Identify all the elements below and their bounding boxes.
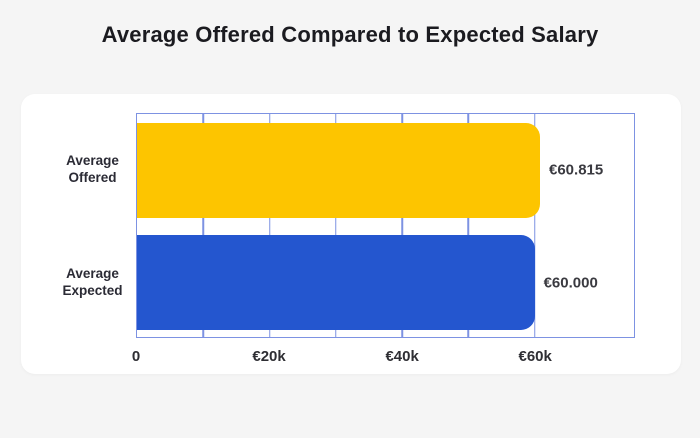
x-axis-tick: 0 (131, 348, 141, 365)
gridline (202, 114, 205, 337)
bar-average-expected (137, 235, 535, 331)
value-label: €60.000 (543, 274, 598, 292)
x-axis-tick: €40k (385, 348, 419, 365)
chart-card: €60.815 €60.000 Average Offered Average Ex… (21, 94, 681, 374)
plot-area: €60.815 €60.000 (136, 113, 635, 338)
gridline (467, 114, 470, 337)
category-label: Average Offered (66, 153, 119, 186)
gridline (268, 114, 271, 337)
x-axis-tick: €20k (252, 348, 286, 365)
gridline (335, 114, 337, 337)
gridline (533, 114, 536, 337)
category-label: Average Expected (62, 265, 123, 298)
x-axis-tick: €60k (518, 348, 552, 365)
value-label: €60.815 (549, 161, 604, 179)
chart-title: Average Offered Compared to Expected Sal… (101, 22, 599, 47)
bar-average-offered (137, 122, 540, 218)
gridline (401, 114, 403, 337)
